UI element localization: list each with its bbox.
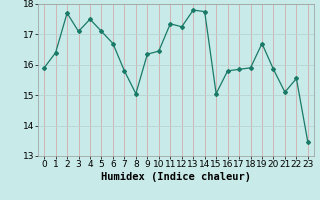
X-axis label: Humidex (Indice chaleur): Humidex (Indice chaleur)	[101, 172, 251, 182]
